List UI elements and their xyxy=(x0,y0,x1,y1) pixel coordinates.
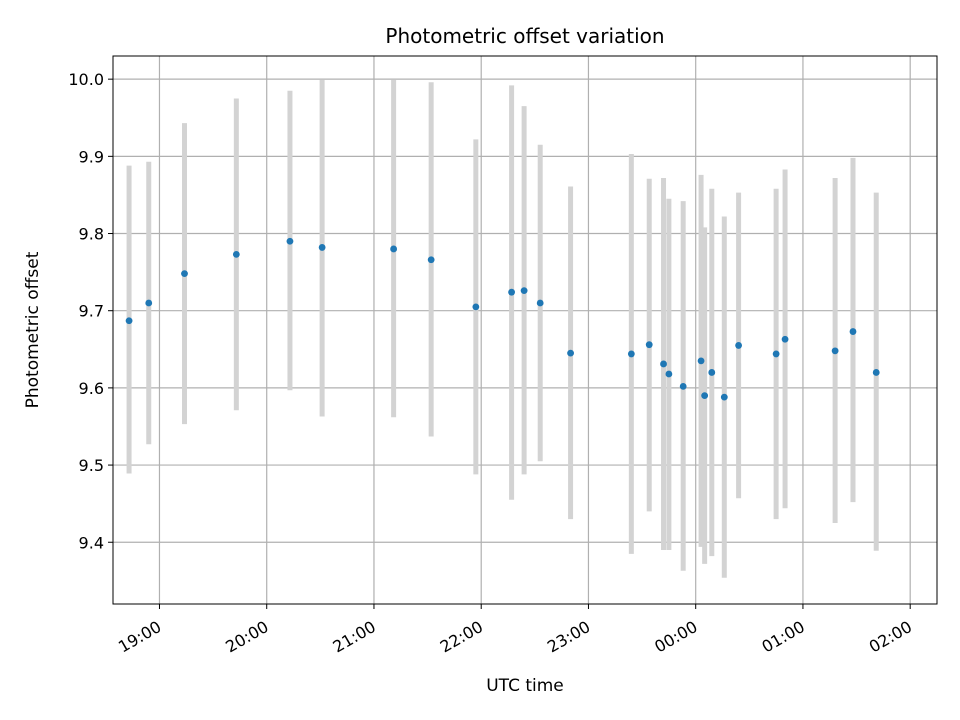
data-point xyxy=(427,256,435,264)
data-point xyxy=(697,357,705,365)
data-point xyxy=(679,382,687,390)
y-axis-label: Photometric offset xyxy=(23,251,43,408)
y-tick-label: 9.7 xyxy=(79,302,104,321)
data-point xyxy=(567,349,574,357)
y-tick-label: 9.9 xyxy=(79,147,104,166)
x-axis-label: UTC time xyxy=(486,676,564,696)
data-point xyxy=(472,303,480,311)
data-point xyxy=(286,237,294,245)
data-point xyxy=(772,350,780,358)
y-tick-label: 9.4 xyxy=(79,533,104,552)
data-point xyxy=(660,360,667,368)
y-tick-label: 9.6 xyxy=(79,379,104,398)
chart-title: Photometric offset variation xyxy=(385,24,664,48)
plot-area-frame xyxy=(112,55,938,605)
data-point xyxy=(181,270,188,278)
data-point xyxy=(145,299,153,307)
data-point xyxy=(831,347,839,355)
data-point xyxy=(720,393,728,401)
y-tick-label: 9.5 xyxy=(79,456,104,475)
data-point xyxy=(735,342,742,349)
y-tick-label: 10.0 xyxy=(68,70,104,89)
data-point xyxy=(390,245,398,253)
data-point xyxy=(872,369,880,376)
data-point xyxy=(701,392,709,400)
data-point xyxy=(318,244,326,251)
data-point xyxy=(781,335,789,343)
data-point xyxy=(708,369,716,376)
data-point xyxy=(665,370,673,378)
data-point xyxy=(849,328,857,335)
data-point xyxy=(627,350,635,358)
data-points xyxy=(125,237,880,401)
data-point xyxy=(508,288,515,296)
data-point xyxy=(536,299,544,307)
data-point xyxy=(645,341,653,349)
y-axis-ticks: 9.4 9.5 9.6 9.7 9.8 9.9 10.0 xyxy=(68,70,113,552)
data-point xyxy=(232,250,240,258)
data-point xyxy=(125,317,133,325)
data-point xyxy=(520,287,528,295)
y-tick-label: 9.8 xyxy=(79,225,104,244)
